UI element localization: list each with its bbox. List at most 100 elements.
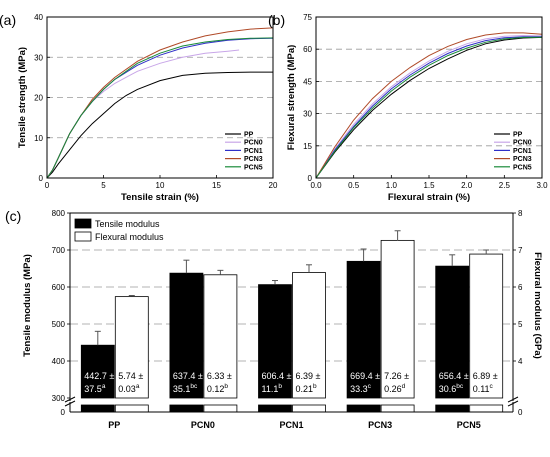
y-tick-label: 0 (39, 174, 44, 183)
y-tick-label: 500 (52, 320, 66, 329)
x-tick-label: 2.0 (461, 181, 473, 190)
legend-label-pcn0: PCN0 (244, 140, 263, 147)
legend-label-pcn1: PCN1 (513, 148, 532, 155)
x-tick-label: 0.5 (348, 181, 360, 190)
value-label-tensile: 33.3c (350, 383, 372, 394)
y-tick-label: 30 (303, 110, 312, 119)
significance-letter: a (136, 383, 140, 390)
panel-label-a: (a) (0, 12, 16, 28)
x-tick-label: 0.0 (310, 181, 322, 190)
y-axis-title: Tensile modulus (MPa) (22, 254, 33, 357)
x-tick-label: 3.0 (536, 181, 548, 190)
bar-flexural-pcn1 (292, 272, 326, 399)
bar-flexural-base (203, 404, 238, 413)
x-tick-label: 1.0 (386, 181, 398, 190)
y-tick-label: 400 (52, 357, 66, 366)
axis-break-right (507, 400, 519, 407)
significance-letter: b (224, 383, 228, 390)
x-tick-label: 2.5 (499, 181, 511, 190)
legend-label-pp: PP (513, 132, 523, 139)
x-tick-label: 20 (269, 181, 278, 190)
significance-letter: bc (456, 383, 464, 390)
value-label-flexural: 6.89 ± (473, 371, 498, 381)
series-line-pcn1 (315, 36, 542, 179)
bar-flexural-base (292, 404, 326, 413)
plot-frame (315, 16, 543, 179)
category-label-pcn1: PCN1 (279, 420, 303, 430)
bar-flexural-base (469, 404, 504, 413)
bar-tensile-pcn0 (169, 272, 204, 399)
bar-flexural-pcn3 (380, 239, 415, 399)
series-line-pcn0 (46, 49, 240, 179)
value-label-tensile: 606.4 ± (262, 371, 292, 381)
y2-tick-label: 4 (518, 357, 523, 366)
category-label-pcn5: PCN5 (457, 420, 481, 430)
panel-b-flexural-strength-chart: (b) 0.0 0.5 1.0 1.5 2.0 2.5 3.0 0 15 30 45 60 75 Flexu… (268, 12, 548, 203)
value-label-tensile: 11.1b (262, 383, 283, 394)
y2-tick-label: 5 (518, 320, 523, 329)
bar-flexural-base (380, 404, 415, 413)
legend-label-pcn0: PCN0 (513, 140, 532, 147)
y-tick-label: 40 (34, 13, 43, 22)
y-tick-label: 75 (303, 13, 312, 22)
y-tick-label: 300 (52, 394, 66, 403)
y-tick-label: 800 (52, 209, 66, 218)
y-axis-title: Tensile strength (MPa) (17, 47, 28, 148)
value-label-tensile: 442.7 ± (84, 371, 114, 381)
x-axis-title: Flexural strain (%) (388, 192, 470, 203)
series-line-pcn3 (315, 32, 543, 179)
category-label-pp: PP (108, 420, 120, 430)
y-tick-label: 700 (52, 246, 66, 255)
legend-label-pcn1: PCN1 (244, 148, 263, 155)
panel-a-tensile-strength-chart: (a) 0 5 10 15 20 0 10 20 30 40 Tensile strain (%) Te… (0, 12, 278, 203)
y2-tick-label: 6 (518, 283, 523, 292)
y-tick-label: 15 (303, 142, 312, 151)
y-tick-label: 20 (34, 94, 43, 103)
panel-label-c: (c) (5, 208, 21, 224)
y2-tick-label: 8 (518, 209, 523, 218)
legend: Tensile modulus Flexural modulus (74, 218, 164, 242)
legend-label-pp: PP (244, 132, 254, 139)
bar-tensile-pcn1 (258, 284, 292, 399)
value-label-tensile: 637.4 ± (173, 371, 203, 381)
bar-tensile-base (169, 404, 204, 413)
value-label-tensile: 37.5a (84, 383, 106, 394)
series-line-pp (46, 71, 273, 179)
significance-letter: a (102, 383, 106, 390)
y-tick-label: 60 (303, 45, 312, 54)
value-label-flexural: 6.39 ± (296, 371, 321, 381)
bar-tensile-base (258, 404, 292, 413)
legend-label-pcn3: PCN3 (513, 156, 532, 163)
significance-letter: b (313, 383, 317, 390)
x-axis-title: Tensile strain (%) (121, 192, 199, 203)
legend-label-pcn3: PCN3 (244, 156, 263, 163)
x-tick-label: 5 (101, 181, 106, 190)
series-line-pcn5 (315, 36, 543, 179)
axis-break-left (64, 396, 76, 403)
y-tick-label: 10 (34, 134, 43, 143)
category-label-pcn0: PCN0 (191, 420, 215, 430)
x-tick-label: 0 (45, 181, 50, 190)
axis-break-right (507, 396, 519, 403)
significance-letter: c (490, 383, 494, 390)
bar-tensile-base (435, 404, 470, 413)
series-line-pp (315, 36, 543, 179)
y-axis-title: Flexural strength (MPa) (286, 45, 297, 151)
value-label-flexural: 6.33 ± (207, 371, 232, 381)
significance-letter: b (278, 383, 282, 390)
bar-tensile-base (80, 404, 115, 413)
legend-swatch-tensile (74, 218, 92, 229)
y-tick-label: 30 (34, 53, 43, 62)
value-label-flexural: 0.21b (296, 383, 318, 394)
y-tick-label: 45 (303, 77, 312, 86)
y2-tick-label: 0 (518, 408, 523, 417)
x-tick-label: 15 (212, 181, 221, 190)
bar-flexural-pp (114, 296, 149, 399)
significance-letter: d (402, 383, 406, 390)
bar-flexural-pcn0 (203, 274, 238, 399)
series-line-pcn5 (46, 37, 274, 179)
value-label-tensile: 656.4 ± (439, 371, 469, 381)
series-line-pcn0 (315, 34, 543, 179)
